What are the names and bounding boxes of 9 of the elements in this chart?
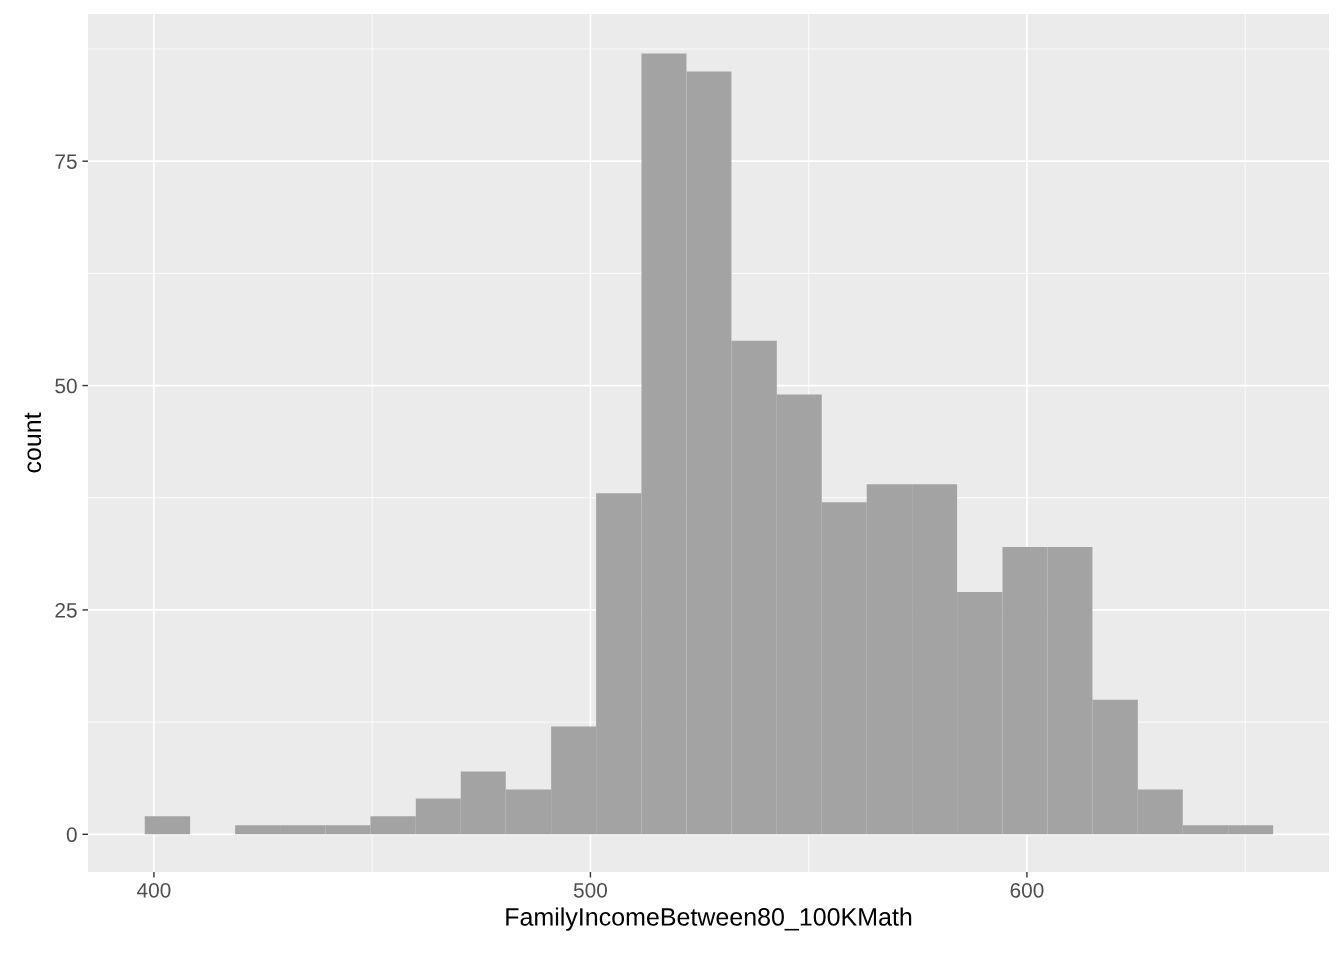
y-tick-label: 50 (55, 378, 77, 394)
y-tick-label: 75 (55, 154, 77, 169)
x-tick-label: 500 (573, 882, 607, 898)
x-tick-label: 400 (137, 882, 171, 898)
x-axis-title: FamilyIncomeBetween80_100KMath (506, 907, 912, 931)
y-axis-title: count (24, 412, 42, 473)
y-tick-label: 0 (66, 827, 77, 843)
y-tick-label: 25 (55, 602, 77, 618)
x-tick-label: 600 (1010, 882, 1044, 898)
